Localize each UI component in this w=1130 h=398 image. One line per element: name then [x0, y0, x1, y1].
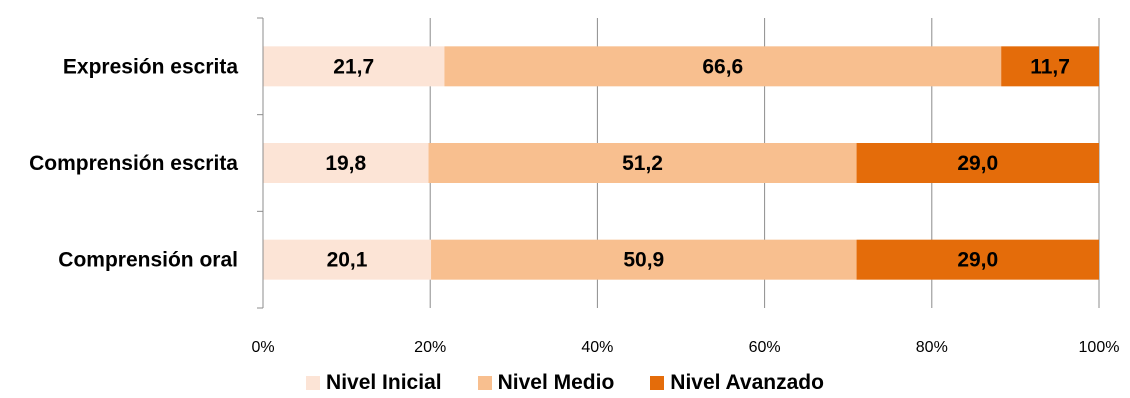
category-label: Comprensión oral	[58, 249, 238, 272]
data-label: 29,0	[957, 249, 998, 272]
data-label: 50,9	[623, 249, 664, 272]
legend-item-nivel-inicial: Nivel Inicial	[306, 371, 442, 395]
bars: 21,7 66,6 11,7 19,8 51,2 29,0 20,1 50,9 29,0	[263, 46, 1099, 280]
legend-item-nivel-avanzado: Nivel Avanzado	[650, 371, 824, 395]
legend-label: Nivel Avanzado	[670, 371, 824, 394]
x-tick-label: 20%	[414, 339, 446, 356]
category-axis	[257, 17, 264, 309]
legend-item-nivel-medio: Nivel Medio	[477, 371, 615, 395]
data-label: 21,7	[333, 55, 374, 78]
bar-segment	[856, 143, 1099, 183]
legend-swatch-nivel-avanzado	[650, 376, 665, 390]
x-tick-label: 60%	[749, 339, 781, 356]
x-tick-labels: 0% 20% 40% 60% 80% 100%	[251, 339, 1119, 356]
legend: Nivel Inicial Nivel Medio Nivel Avanzado	[0, 368, 1130, 398]
data-label: 20,1	[327, 249, 368, 272]
bar-segment	[856, 239, 1099, 280]
category-labels: Expresión escrita Comprensión escrita Comp…	[29, 55, 238, 271]
x-tick-label: 0%	[251, 339, 274, 356]
stacked-bar-chart: 21,7 66,6 11,7 19,8 51,2 29,0 20,1 50,9 29,0 Exp…	[29, 17, 1119, 356]
x-tick-label: 80%	[916, 339, 948, 356]
bar-segment	[263, 46, 445, 87]
x-tick-label: 40%	[581, 339, 613, 356]
data-label: 51,2	[622, 152, 663, 175]
bar-segment	[263, 239, 432, 280]
category-label: Comprensión escrita	[29, 152, 238, 175]
data-label: 66,6	[702, 55, 743, 78]
bar-segment	[444, 46, 1002, 87]
x-tick-label: 100%	[1079, 339, 1120, 356]
legend-swatch-nivel-medio	[477, 376, 492, 390]
bar-segment	[1001, 46, 1099, 87]
bar-segment	[428, 143, 857, 183]
data-label: 19,8	[325, 152, 366, 175]
bar-segment	[431, 239, 857, 280]
data-label: 11,7	[1030, 55, 1070, 78]
legend-swatch-nivel-inicial	[306, 376, 321, 390]
data-label: 29,0	[957, 152, 998, 175]
legend-label: Nivel Inicial	[326, 371, 442, 394]
category-label: Expresión escrita	[63, 55, 238, 78]
legend-label: Nivel Medio	[497, 371, 615, 394]
bar-segment	[263, 143, 429, 183]
